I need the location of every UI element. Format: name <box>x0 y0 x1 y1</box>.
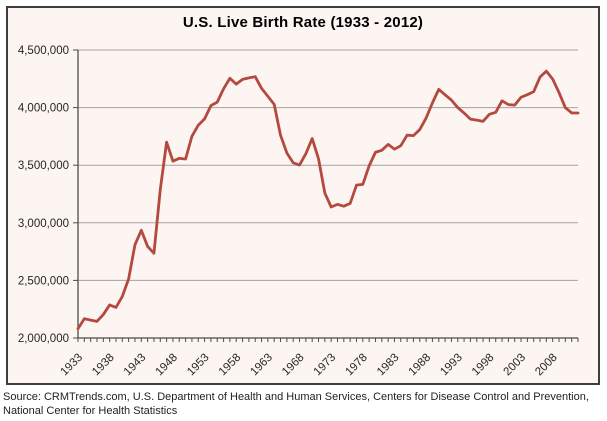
source-line-1: Source: CRMTrends.com, U.S. Department o… <box>3 391 589 403</box>
x-axis-label: 1978 <box>343 352 370 379</box>
y-axis-label: 4,000,000 <box>18 103 69 115</box>
y-axis-label: 2,000,000 <box>18 333 69 345</box>
y-axis-label: 3,500,000 <box>18 160 69 172</box>
line-chart: 2,000,000 2,500,000 3,000,000 3,500,000 4,00… <box>18 45 580 379</box>
x-axis-label: 1988 <box>407 352 434 379</box>
y-axis-label: 3,000,000 <box>18 218 69 230</box>
birth-rate-series-line <box>76 69 580 331</box>
x-axis-label: 2003 <box>502 352 529 379</box>
y-axis-label: 4,500,000 <box>18 45 69 57</box>
x-axis-label: 1933 <box>59 352 86 379</box>
x-axis-label: 1953 <box>185 352 212 379</box>
chart-title: U.S. Live Birth Rate (1933 - 2012) <box>182 14 424 31</box>
x-axis-label: 1938 <box>90 352 117 379</box>
x-axis-label: 1943 <box>122 352 149 379</box>
x-axis-label: 1973 <box>312 352 339 379</box>
x-axis-label: 1948 <box>153 352 180 379</box>
x-axis-label: 1963 <box>248 352 275 379</box>
x-axis-label: 2008 <box>533 352 560 379</box>
source-line-2: National Center for Health Statistics <box>3 405 178 417</box>
x-axis-label: 1968 <box>280 352 307 379</box>
x-axis-label: 1993 <box>438 352 465 379</box>
source-attribution: Source: CRMTrends.com, U.S. Department o… <box>3 390 589 418</box>
x-axis-label: 1958 <box>217 352 244 379</box>
y-axis-label: 2,500,000 <box>18 275 69 287</box>
x-axis-label: 1983 <box>375 352 402 379</box>
x-axis-label: 1998 <box>470 352 497 379</box>
chart-container: 2,000,000 2,500,000 3,000,000 3,500,000 4,00… <box>6 6 600 385</box>
